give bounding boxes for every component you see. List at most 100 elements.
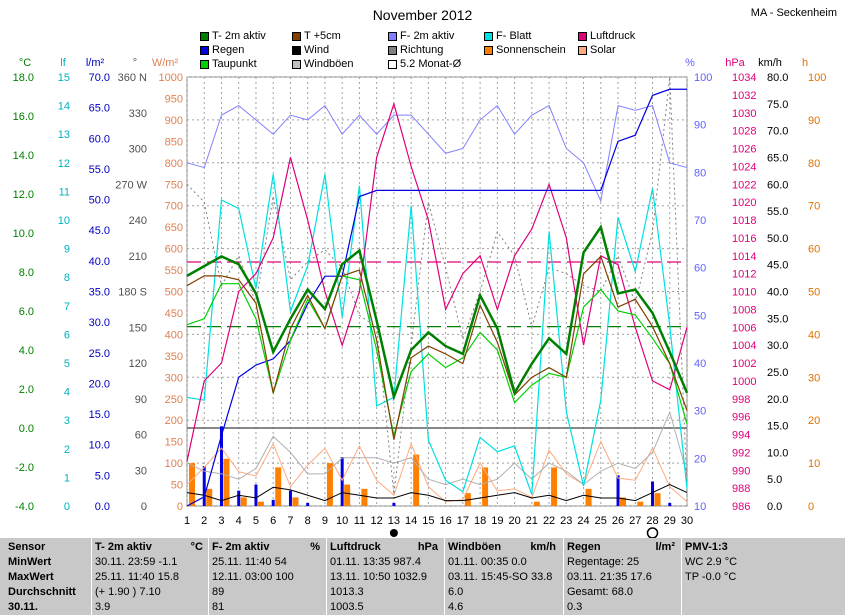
hum-axis-tick: 90: [694, 120, 706, 132]
legend-label: Sonnenschein: [496, 44, 566, 56]
dir-axis-tick: 0: [141, 501, 147, 513]
hum-axis-tick: 30: [694, 406, 706, 418]
lf-unit: lf: [60, 57, 66, 69]
legend-item: Regen: [200, 44, 244, 56]
rain-axis-tick: 5.0: [95, 470, 110, 482]
wind-axis-tick: 30.0: [767, 340, 788, 352]
hum-axis-tick: 20: [694, 453, 706, 465]
table-header-label: PMV-1:3: [685, 541, 728, 553]
table-cell: (+ 1.90 ) 7.10: [95, 586, 161, 598]
press-axis-tick: 1032: [732, 90, 756, 102]
dir-axis-tick: 300: [129, 144, 147, 156]
legend-item: T +5cm: [292, 30, 341, 42]
legend-label: Taupunkt: [212, 58, 257, 70]
wind-axis-tick: 45.0: [767, 260, 788, 272]
wind-line: [186, 483, 688, 502]
table-header: T- 2m aktiv °C: [95, 540, 203, 555]
table-cell: 0.3: [567, 601, 583, 613]
table-cell: MinWert: [8, 556, 52, 568]
press-axis-tick: 1034: [732, 72, 756, 84]
hum-axis-tick: 70: [694, 215, 706, 227]
x-tick-label: 20: [508, 515, 520, 527]
wind-axis-tick: 60.0: [767, 179, 788, 191]
sun-axis-tick: 90: [808, 115, 820, 127]
sun-axis-tick: 80: [808, 158, 820, 170]
table-cell: 25.11. 11:40 54: [212, 556, 287, 568]
rain-unit: l/m²: [86, 57, 105, 69]
legend-swatch: [200, 31, 209, 41]
solar-axis-tick: 100: [165, 458, 183, 470]
lf-axis-tick: 3: [64, 415, 70, 427]
x-tick-label: 28: [646, 515, 658, 527]
wind-axis-tick: 25.0: [767, 367, 788, 379]
temp-unit: °C: [19, 57, 31, 69]
wind-axis-tick: 70.0: [767, 126, 788, 138]
legend-swatch: [200, 45, 209, 55]
table-divider: [444, 538, 445, 615]
lf-axis-tick: 2: [64, 444, 70, 456]
rain-axis-tick: 65.0: [89, 103, 110, 115]
table-cell: Gesamt: 68.0: [567, 586, 634, 598]
table-cell: 12.11. 03:00 100: [212, 571, 294, 583]
rain-bar: [668, 502, 672, 506]
solar-line: [186, 440, 688, 503]
press-axis-tick: 1016: [732, 233, 756, 245]
x-tick-label: 30: [681, 515, 693, 527]
sunshine-bar: [585, 488, 592, 506]
lf-axis-tick: 14: [58, 101, 70, 113]
x-tick-label: 16: [439, 515, 451, 527]
legend-swatch: [292, 45, 301, 55]
sunshine-bar: [326, 463, 333, 506]
rain-axis-tick: 40.0: [89, 256, 110, 268]
solar-axis-tick: 150: [165, 437, 183, 449]
legend-label: Windböen: [304, 58, 354, 70]
legend-swatch: [578, 31, 587, 41]
table-column: Sensor MinWert MaxWert Durchschnitt 30.11.: [8, 540, 90, 615]
dir-axis-tick: 270 W: [115, 179, 147, 191]
table-cell: 4.6: [448, 601, 464, 613]
leaf-wetness-line: [186, 174, 688, 495]
wind-axis-tick: 55.0: [767, 206, 788, 218]
table-cell: 81: [212, 601, 225, 613]
legend-swatch: [484, 45, 493, 55]
press-axis-tick: 1014: [732, 251, 756, 263]
table-column: Luftdruck hPa 01.11. 13:35 987.4 13.11. 10:…: [330, 540, 438, 615]
sun-unit: h: [802, 57, 808, 69]
rain-axis-tick: 10.0: [89, 440, 110, 452]
wind-axis-tick: 65.0: [767, 152, 788, 164]
table-cell: 6.0: [448, 586, 464, 598]
table-cell: 03.11. 21:35 17.6: [567, 571, 652, 583]
press-axis-tick: 996: [732, 412, 750, 424]
x-tick-label: 25: [595, 515, 607, 527]
new-moon-icon: [389, 529, 398, 537]
temp-5cm-line: [186, 255, 688, 440]
sun-axis-tick: 40: [808, 329, 820, 341]
solar-axis-tick: 500: [165, 287, 183, 299]
solar-axis-tick: 50: [171, 480, 183, 492]
x-tick-label: 15: [422, 515, 434, 527]
solar-axis-tick: 750: [165, 179, 183, 191]
table-header-unit: %: [310, 541, 320, 553]
table-column: Windböen km/h 01.11. 00:35 0.0 03.11. 15:45…: [448, 540, 556, 615]
sunshine-bar: [206, 488, 213, 506]
press-axis-tick: 1004: [732, 340, 756, 352]
solar-axis-tick: 850: [165, 136, 183, 148]
rain-bar: [254, 484, 258, 506]
press-axis-tick: 1030: [732, 108, 756, 120]
table-cell: WC 2.9 °C: [685, 556, 738, 568]
rain-bar: [237, 490, 241, 506]
x-tick-label: 21: [526, 515, 538, 527]
temp-axis-tick: 2.0: [19, 384, 34, 396]
legend-label: F- 2m aktiv: [400, 30, 455, 42]
x-tick-label: 29: [664, 515, 676, 527]
sunshine-bar: [275, 467, 282, 506]
rain-bar: [340, 456, 344, 506]
legend-swatch: [292, 59, 301, 69]
rain-axis-tick: 15.0: [89, 409, 110, 421]
table-cell: 3.9: [95, 601, 111, 613]
dir-axis-tick: 150: [129, 322, 147, 334]
sun-axis-tick: 50: [808, 287, 820, 299]
table-cell: 25.11. 11:40 15.8: [95, 571, 179, 583]
rain-cumulative-line: [186, 88, 687, 507]
press-axis-tick: 988: [732, 483, 750, 495]
